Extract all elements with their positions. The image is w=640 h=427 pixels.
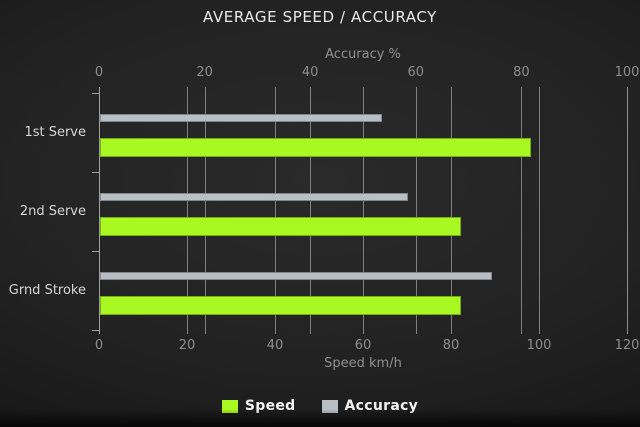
gridline-bottom-axis bbox=[451, 87, 452, 334]
y-axis-tick bbox=[92, 93, 99, 94]
y-axis-tick bbox=[92, 251, 99, 252]
top-axis-tick-label: 80 bbox=[513, 65, 530, 80]
chart-title: AVERAGE SPEED / ACCURACY bbox=[203, 8, 437, 26]
bottom-axis-tick-label: 100 bbox=[526, 338, 552, 353]
top-axis-tick-label: 60 bbox=[407, 65, 425, 80]
category-label: 1st Serve bbox=[24, 124, 86, 140]
bottom-axis-tick-label: 60 bbox=[354, 338, 372, 353]
top-axis-tick-label: 20 bbox=[196, 65, 213, 80]
speed-legend-label: Speed bbox=[244, 398, 296, 414]
bar-speed bbox=[100, 296, 461, 315]
top-axis-tick-label: 0 bbox=[94, 65, 104, 80]
bottom-axis-title: Speed km/h bbox=[324, 356, 402, 371]
top-axis-title: Accuracy % bbox=[325, 47, 401, 62]
top-axis-tick-label: 100 bbox=[614, 65, 640, 80]
category-label: Grnd Stroke bbox=[8, 282, 86, 298]
y-axis-tick bbox=[92, 172, 99, 173]
bar-speed bbox=[100, 138, 532, 157]
gridline-top-axis bbox=[310, 87, 312, 334]
gridline-bottom-axis bbox=[275, 87, 276, 334]
legend-item-speed: Speed bbox=[221, 398, 296, 414]
top-axis-tick-label: 40 bbox=[301, 65, 319, 80]
bar-accuracy bbox=[100, 193, 408, 201]
bar-accuracy bbox=[100, 114, 382, 122]
accuracy-legend-label: Accuracy bbox=[344, 398, 419, 414]
legend: Speed Accuracy bbox=[0, 395, 640, 417]
bottom-axis-tick-label: 120 bbox=[614, 338, 640, 353]
gridline-top-axis bbox=[521, 87, 523, 334]
y-axis-tick bbox=[92, 330, 99, 331]
gridline-bottom-axis bbox=[539, 87, 540, 334]
bottom-axis-tick-label: 0 bbox=[94, 338, 104, 353]
gridline-top-axis bbox=[415, 87, 417, 334]
accuracy-legend-swatch bbox=[321, 399, 338, 413]
gridline-top-axis bbox=[627, 87, 628, 334]
speed-legend-swatch bbox=[221, 399, 238, 413]
bottom-axis-tick-label: 40 bbox=[266, 338, 284, 353]
gridline-bottom-axis bbox=[187, 87, 188, 334]
gridline-bottom-axis bbox=[363, 87, 364, 334]
bottom-axis-tick-label: 80 bbox=[442, 338, 460, 353]
bar-speed bbox=[100, 217, 461, 236]
bottom-axis-tick-label: 20 bbox=[178, 338, 196, 353]
gridline-top-axis bbox=[204, 87, 206, 334]
bar-accuracy bbox=[100, 272, 492, 280]
y-axis-line bbox=[99, 87, 100, 334]
legend-item-accuracy: Accuracy bbox=[321, 398, 419, 414]
category-label: 2nd Serve bbox=[19, 203, 86, 219]
